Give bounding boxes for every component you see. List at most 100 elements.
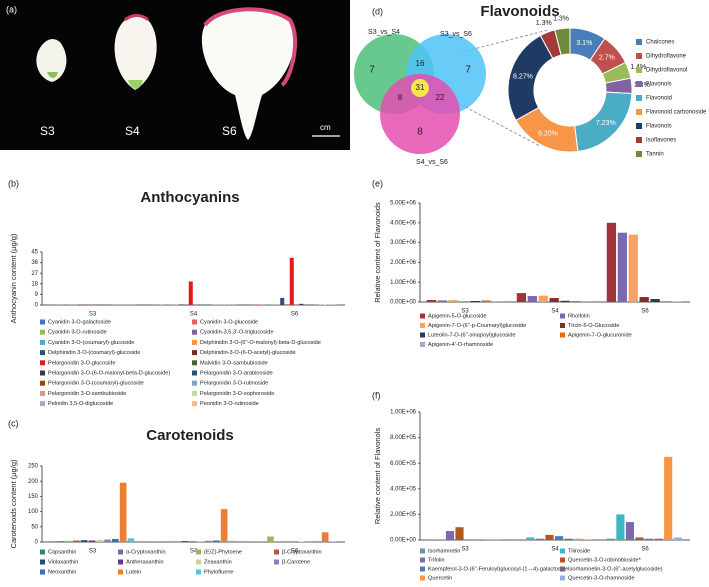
legend-label: Delphinidin 3-O-(coumaryl)-glucoside <box>48 350 140 356</box>
legend-swatch <box>40 329 45 335</box>
x-tick-label: S6 <box>641 547 649 553</box>
y-tick-label: 1.00E+06 <box>390 280 417 286</box>
legend-label: Pelargonidin 3-O-rutinoside <box>200 381 268 387</box>
bar <box>583 539 592 540</box>
bar <box>625 522 635 540</box>
legend-label: Phytofluene <box>204 569 234 575</box>
bar <box>72 540 80 542</box>
bar <box>628 234 638 302</box>
panel-label: (f) <box>372 390 381 400</box>
x-tick-label: S6 <box>641 309 649 315</box>
bar <box>188 281 193 305</box>
bar <box>329 541 337 542</box>
legend-swatch <box>192 339 197 345</box>
y-tick-label: 100 <box>28 509 39 515</box>
legend-label: Antheraxanthin <box>126 559 164 565</box>
bar <box>437 300 447 302</box>
legend-label: Dihydroflavonol <box>646 68 687 74</box>
segment-label: 7.23% <box>596 120 616 127</box>
legend-swatch <box>118 549 123 555</box>
set-label: S3_vs_S4 <box>368 29 400 36</box>
legend-label: Apigenin-5-O-glucoside <box>428 313 486 319</box>
bar <box>119 482 127 542</box>
legend-label: Flavonols <box>646 124 672 130</box>
x-tick-label: S4 <box>190 549 198 555</box>
y-tick-label: 5.00E+06 <box>390 201 417 207</box>
bar <box>321 532 329 542</box>
legend-label: α-Cryptoxanthin <box>126 549 166 555</box>
bar <box>635 537 644 540</box>
petal-base <box>47 72 58 78</box>
legend-label: Tricin-5-O-Glucoside <box>568 323 619 329</box>
y-tick-label: 200 <box>28 479 39 485</box>
legend-swatch <box>420 566 425 572</box>
y-tick-label: 150 <box>28 494 39 500</box>
stage-label: S4 <box>125 124 140 138</box>
legend-swatch <box>192 370 197 376</box>
legend-swatch <box>560 332 565 338</box>
bar <box>516 539 525 540</box>
legend-swatch <box>118 569 123 575</box>
panel-label: (d) <box>372 6 383 16</box>
legend-label: Isorhamnetin-3-O-(6''-acetylglucoside) <box>568 566 663 572</box>
legend-swatch <box>420 557 425 563</box>
legend-label: Tannin <box>646 152 664 158</box>
legend-swatch <box>560 557 565 563</box>
bar <box>526 537 535 540</box>
bar <box>571 301 581 302</box>
petal <box>114 15 157 90</box>
bar <box>606 222 617 302</box>
legend-swatch <box>636 67 642 73</box>
bar <box>654 538 663 540</box>
bar <box>617 232 627 302</box>
legend-swatch <box>636 81 642 87</box>
bar <box>516 293 527 302</box>
panel-label: (c) <box>8 418 19 428</box>
legend-swatch <box>420 313 425 319</box>
legend-swatch <box>40 319 45 325</box>
venn-count: 8 <box>417 127 423 138</box>
petal <box>36 39 67 82</box>
y-axis-label: Carotenoids content (μg/g) <box>9 459 18 548</box>
segment-label: 1.3% <box>553 15 569 22</box>
bar <box>616 514 625 540</box>
bar <box>256 304 261 305</box>
petal <box>201 9 295 141</box>
legend-label: Isorhamnetin <box>428 548 460 554</box>
venn-count: 16 <box>416 59 425 68</box>
y-axis-label: Relative content of Flavonoids <box>373 202 382 303</box>
panel-label: (a) <box>6 4 17 14</box>
legend-label: Isoflavones <box>646 138 676 144</box>
bar <box>308 304 313 305</box>
chart-title: Carotenoids <box>146 427 234 444</box>
segment-label: 1.3% <box>536 20 552 27</box>
legend-label: Cyanidin 3-O-(coumaryl)-glucoside <box>48 340 134 346</box>
y-tick-label: 27 <box>31 271 38 277</box>
bar <box>664 456 673 540</box>
legend-label: Capsanthin <box>48 549 76 555</box>
legend-label: Cyanidin 3-O-glucoside <box>200 319 258 325</box>
bar <box>189 541 197 542</box>
legend-label: Pelargonidin 3-O-sambubioside <box>48 391 126 397</box>
legend-label: Dihydroflavone <box>646 54 687 60</box>
legend-swatch <box>636 123 642 129</box>
petal-edge <box>203 7 298 87</box>
bar <box>57 541 65 542</box>
donut-segment <box>554 27 571 56</box>
x-tick-label: S4 <box>551 309 559 315</box>
bar <box>564 538 573 540</box>
bar <box>323 304 328 305</box>
y-tick-label: 2.00E+05 <box>390 512 417 518</box>
legend-label: Lutein <box>126 569 141 575</box>
y-tick-label: 250 <box>28 464 39 470</box>
bar <box>88 540 96 542</box>
legend-swatch <box>192 390 197 396</box>
legend-label: Malvidin 3-O-sambubioside <box>200 360 268 366</box>
legend-label: Quercetin-3-O-robinobioside* <box>568 557 642 563</box>
x-tick-label: S3 <box>461 309 469 315</box>
y-tick-label: 0.00E+00 <box>390 538 417 544</box>
legend-label: Cyanidin 3-O-galactoside <box>48 319 111 325</box>
legend-label: Tiliroside <box>568 548 590 554</box>
legend-swatch <box>196 549 201 555</box>
